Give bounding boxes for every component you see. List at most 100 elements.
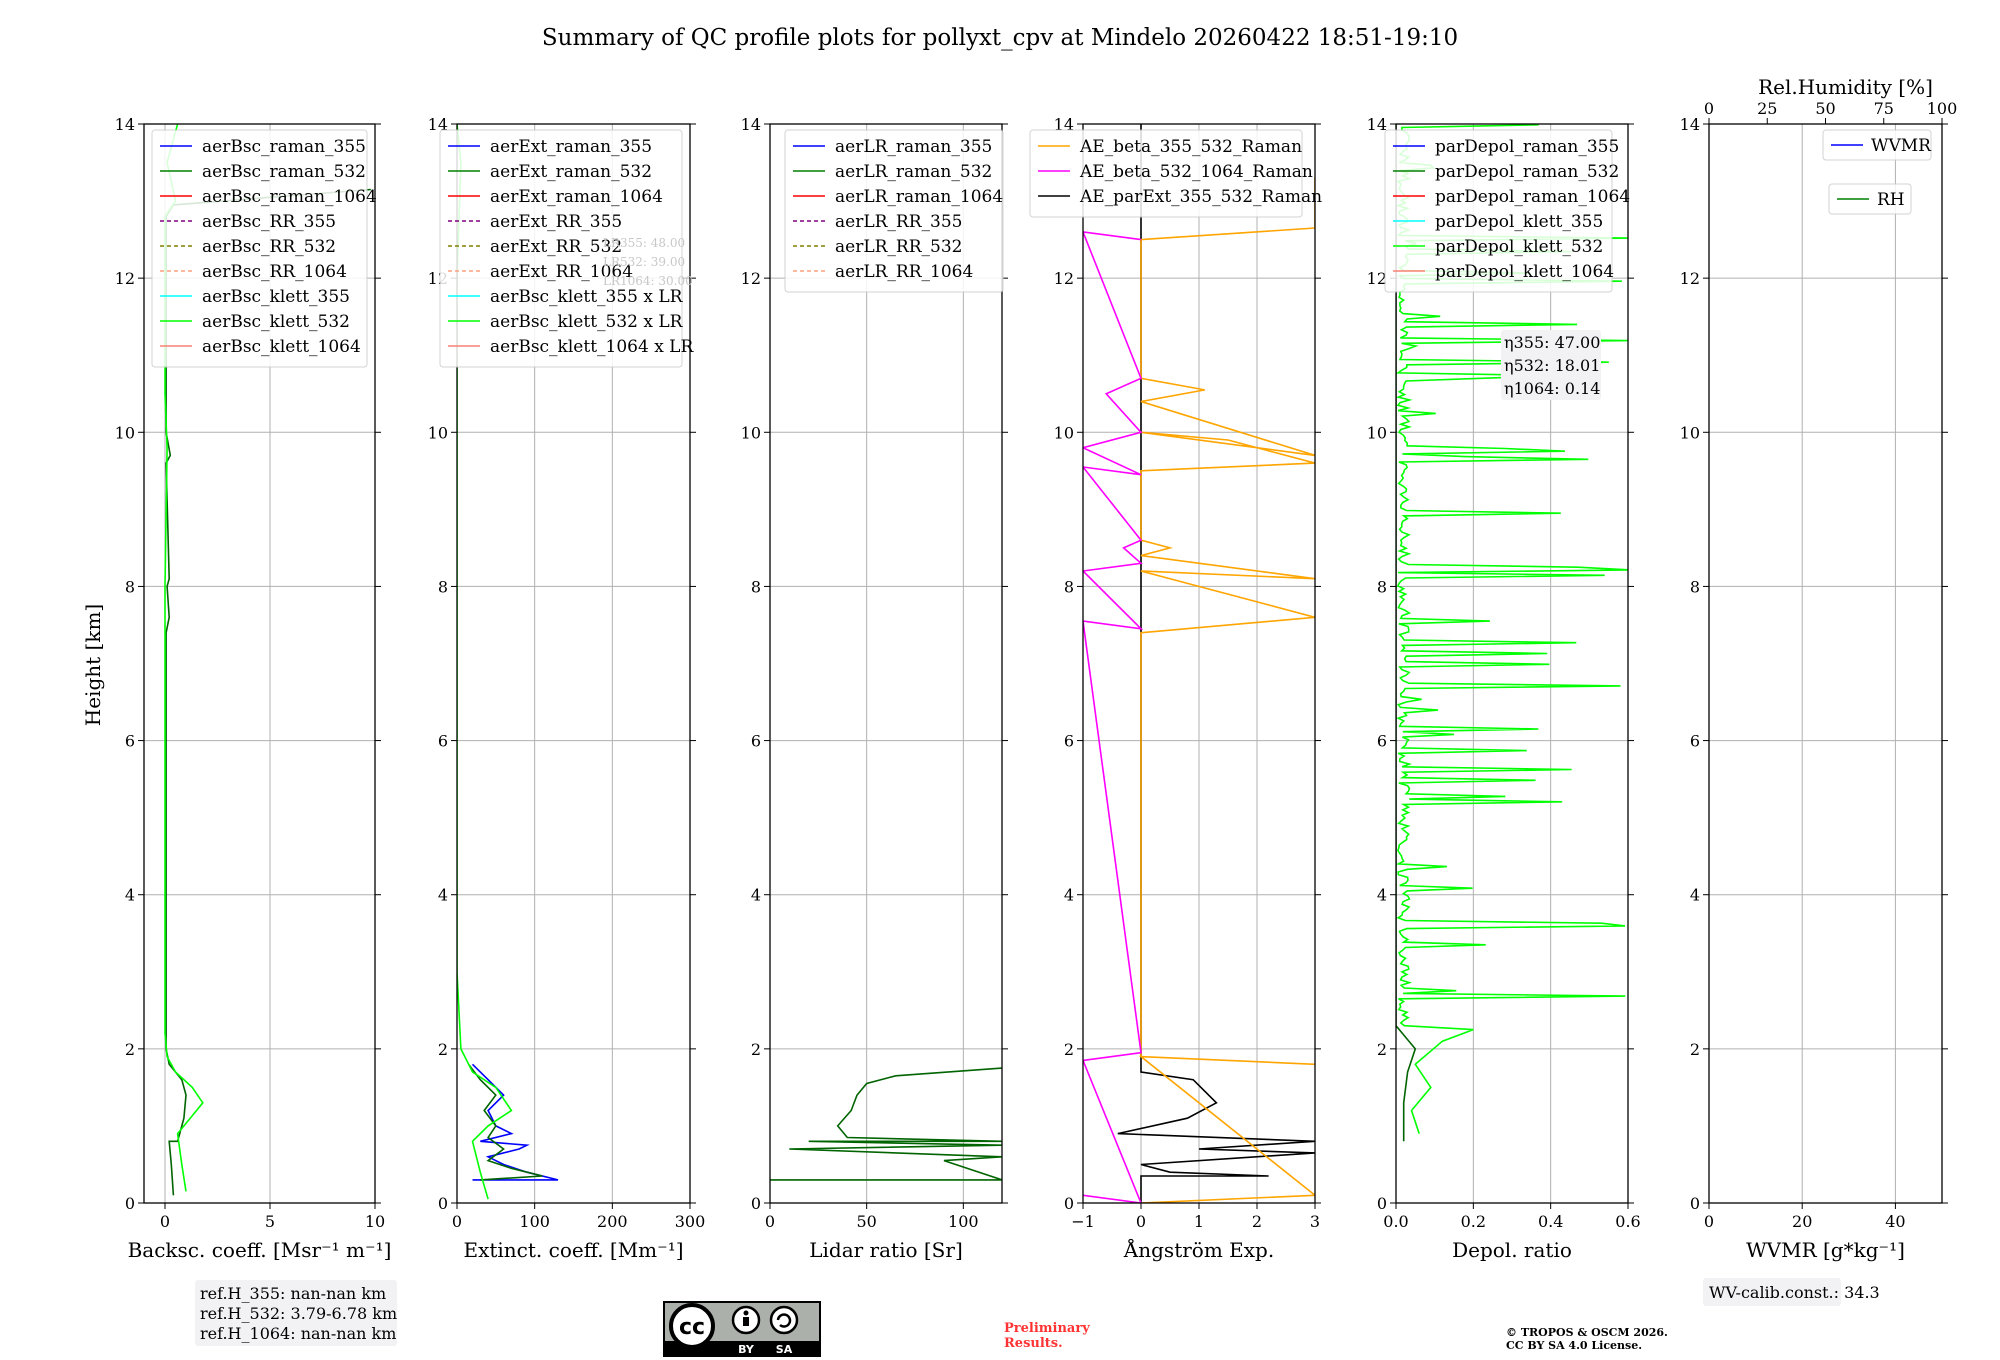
ref-height-1064: ref.H_1064: nan-nan km — [200, 1324, 396, 1343]
x-tick-label: 0 — [452, 1212, 462, 1231]
axes-frame — [143, 123, 376, 1204]
y-tick-label: 10 — [115, 423, 135, 442]
y-tick-label: 4 — [1377, 886, 1387, 905]
y-tick-label: 2 — [1377, 1040, 1387, 1059]
x-tick-label: 0.4 — [1538, 1212, 1563, 1231]
x-tick-label: 20 — [1792, 1212, 1812, 1231]
legend-box — [1822, 129, 1932, 161]
top-x-axis-label: Rel.Humidity [%] — [1758, 75, 1933, 99]
preliminary-line-2: Results. — [1004, 1336, 1063, 1351]
top-x-tick-label: 50 — [1815, 99, 1835, 118]
legend-label: aerBsc_raman_532 — [202, 162, 366, 182]
y-tick-label: 0 — [438, 1194, 448, 1213]
legend: AE_beta_355_532_Raman AE_beta_532_1064_Ra… — [1029, 129, 1322, 218]
svg-text:cc: cc — [679, 1315, 705, 1340]
panel-bsc: 0 5 10 0 2 4 6 8 10 12 14 Backsc. coeff. [Msr⁻¹ m⁻¹… — [115, 115, 392, 1262]
figure-title: Summary of QC profile plots for pollyxt_… — [542, 25, 1458, 51]
y-tick-label: 14 — [1054, 115, 1074, 134]
legend-label: aerBsc_klett_532 x LR — [490, 312, 684, 332]
y-tick-label: 14 — [741, 115, 761, 134]
x-tick-label: 0 — [1136, 1212, 1146, 1231]
series-line-aerExt_raman_532 — [467, 1063, 543, 1181]
top-x-tick-label: 0 — [1704, 99, 1714, 118]
legend-label: aerLR_RR_532 — [835, 237, 962, 257]
copyright-line-2: CC BY SA 4.0 License. — [1506, 1339, 1642, 1352]
lidar-ratio-note: LR532: 39.00 — [603, 255, 685, 269]
cc-license-logo: cc BY SA — [663, 1301, 821, 1357]
legend-label: aerBsc_klett_355 — [202, 287, 350, 307]
y-tick-label: 2 — [1690, 1040, 1700, 1059]
eta-value: η355: 47.00 — [1504, 333, 1600, 352]
y-tick-label: 0 — [751, 1194, 761, 1213]
legend: parDepol_raman_355 parDepol_raman_532 parD… — [1384, 129, 1630, 293]
series-group — [770, 1067, 1002, 1181]
legend: aerExt_raman_355 aerExt_raman_532 aerExt_r… — [439, 129, 694, 368]
y-tick-label: 10 — [428, 423, 448, 442]
y-tick-label: 12 — [1680, 269, 1700, 288]
x-tick-label: 2 — [1252, 1212, 1262, 1231]
y-tick-label: 14 — [428, 115, 448, 134]
ref-height-355: ref.H_355: nan-nan km — [200, 1284, 386, 1303]
x-tick-label: 50 — [856, 1212, 876, 1231]
x-axis-label: Depol. ratio — [1452, 1238, 1572, 1262]
x-tick-label: 5 — [265, 1212, 275, 1231]
legend-box — [1828, 183, 1912, 215]
legend-label: aerExt_RR_1064 — [490, 262, 633, 282]
ref-height-box: ref.H_355: nan-nan km ref.H_532: 3.79-6.… — [195, 1280, 397, 1346]
x-tick-label: 100 — [948, 1212, 979, 1231]
y-tick-label: 10 — [1054, 423, 1074, 442]
x-tick-label: 1 — [1194, 1212, 1204, 1231]
y-tick-label: 2 — [751, 1040, 761, 1059]
legend-label: aerLR_RR_1064 — [835, 262, 973, 282]
legend-label: aerBsc_RR_532 — [202, 237, 336, 257]
legend: aerLR_raman_355 aerLR_raman_532 aerLR_rama… — [784, 129, 1004, 293]
y-tick-label: 12 — [1054, 269, 1074, 288]
legend-label: aerBsc_klett_355 x LR — [490, 287, 684, 307]
legend-label: aerLR_raman_355 — [835, 137, 992, 157]
x-tick-label: 40 — [1885, 1212, 1905, 1231]
legend-label: aerExt_RR_532 — [490, 237, 622, 257]
x-tick-label: 0 — [1704, 1212, 1714, 1231]
legend-label: AE_beta_355_532_Raman — [1079, 137, 1302, 157]
axes-frame — [1395, 123, 1629, 1204]
x-tick-label: 0.6 — [1615, 1212, 1640, 1231]
y-tick-label: 8 — [1690, 577, 1700, 596]
legend-label: aerExt_RR_355 — [490, 212, 622, 232]
legend-label: aerBsc_RR_1064 — [202, 262, 347, 282]
preliminary-line-1: Preliminary — [1004, 1321, 1090, 1336]
series-line-aerLR_raman_532 — [770, 1067, 1002, 1181]
y-tick-label: 6 — [438, 732, 448, 751]
y-tick-label: 2 — [438, 1040, 448, 1059]
x-tick-label: 0.2 — [1461, 1212, 1486, 1231]
x-tick-label: 200 — [597, 1212, 628, 1231]
legend-label: aerBsc_klett_532 — [202, 312, 350, 332]
lidar-ratio-note: LR1064: 30.00 — [603, 274, 693, 288]
y-tick-label: 6 — [751, 732, 761, 751]
y-tick-label: 12 — [741, 269, 761, 288]
x-axis-label: Extinct. coeff. [Mm⁻¹] — [463, 1238, 683, 1262]
legend-label: parDepol_klett_1064 — [1435, 262, 1614, 282]
series-line-parDepol_raman_532 — [1396, 124, 1417, 1142]
y-tick-label: 6 — [125, 732, 135, 751]
legend-label: aerBsc_RR_355 — [202, 212, 336, 232]
y-tick-label: 8 — [1377, 577, 1387, 596]
top-x-tick-label: 100 — [1927, 99, 1958, 118]
axes-frame — [769, 123, 1003, 1204]
series-line-AE_beta_532_1064_Raman — [1083, 231, 1144, 1203]
legend-box — [151, 129, 368, 368]
legend-label: WVMR — [1871, 136, 1932, 156]
legend-label: aerLR_raman_1064 — [835, 187, 1003, 207]
legend-box — [784, 129, 1004, 293]
y-tick-label: 4 — [125, 886, 135, 905]
lidar-ratio-note: LR355: 48.00 — [603, 236, 685, 250]
y-tick-label: 8 — [1064, 577, 1074, 596]
x-tick-label: −1 — [1071, 1212, 1095, 1231]
x-tick-label: 10 — [365, 1212, 385, 1231]
y-tick-label: 0 — [1690, 1194, 1700, 1213]
copyright-line-1: © TROPOS & OSCM 2026. — [1506, 1326, 1668, 1339]
legend: aerBsc_raman_355 aerBsc_raman_532 aerBsc_r… — [151, 129, 377, 368]
legend-label: RH — [1877, 190, 1905, 210]
x-tick-label: 0.0 — [1383, 1212, 1408, 1231]
x-axis-label: Lidar ratio [Sr] — [809, 1238, 963, 1262]
